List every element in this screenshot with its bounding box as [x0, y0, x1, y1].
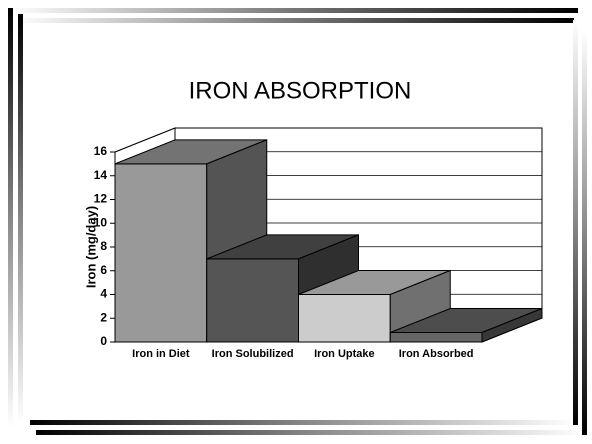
- x-tick-label: Iron in Diet: [132, 348, 190, 360]
- y-tick-label: 6: [100, 263, 107, 277]
- y-tick-label: 4: [100, 287, 107, 301]
- slide-frame: [8, 8, 587, 435]
- x-tick-label: Iron Uptake: [314, 348, 375, 360]
- y-axis-label: Iron (mg/day): [83, 206, 98, 288]
- x-tick-label: Iron Absorbed: [399, 348, 474, 360]
- y-tick-label: 16: [94, 144, 108, 158]
- x-tick-label: Iron Solubilized: [212, 348, 294, 360]
- bar-side: [481, 307, 543, 343]
- bar-front: [389, 332, 483, 343]
- bar-front: [298, 294, 391, 343]
- bar-front: [114, 163, 208, 343]
- y-tick-label: 14: [94, 168, 108, 182]
- chart-title: IRON ABSORPTION: [189, 77, 412, 104]
- y-tick-label: 0: [100, 334, 107, 348]
- bar-front: [206, 258, 299, 343]
- grid-line: [114, 127, 542, 153]
- y-tick-label: 10: [94, 215, 108, 229]
- y-tick-label: 8: [100, 239, 107, 253]
- y-tick-label: 12: [94, 192, 108, 206]
- y-tick-label: 2: [100, 310, 107, 324]
